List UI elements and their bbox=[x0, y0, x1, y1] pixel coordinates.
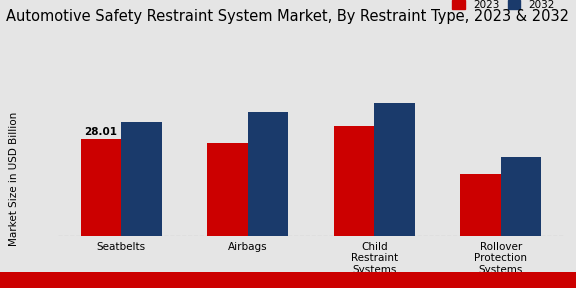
Bar bbox=[248, 112, 288, 236]
Legend: 2023, 2032: 2023, 2032 bbox=[448, 0, 559, 14]
Bar bbox=[121, 122, 162, 236]
Bar bbox=[460, 174, 501, 236]
Text: Automotive Safety Restraint System Market, By Restraint Type, 2023 & 2032: Automotive Safety Restraint System Marke… bbox=[6, 9, 570, 24]
Bar bbox=[334, 126, 374, 236]
Bar bbox=[207, 143, 248, 236]
Text: 28.01: 28.01 bbox=[85, 127, 118, 137]
Bar bbox=[501, 157, 541, 236]
Bar bbox=[374, 103, 415, 236]
Text: Market Size in USD Billion: Market Size in USD Billion bbox=[9, 111, 18, 246]
Bar bbox=[81, 139, 121, 236]
